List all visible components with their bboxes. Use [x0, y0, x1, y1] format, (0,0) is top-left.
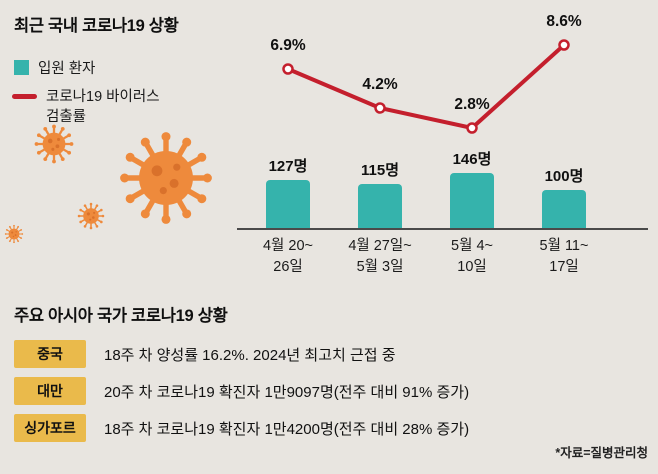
bar-week-4	[542, 190, 586, 228]
line-value-label-1: 6.9%	[270, 37, 306, 54]
x-axis-label-1: 4월 20~ 26일	[262, 238, 314, 275]
bar-week-1	[266, 180, 310, 228]
line-point-1	[282, 63, 294, 75]
x-axis-label-4: 5월 11~ 17일	[539, 238, 589, 275]
country-stat-singapore: 18주 차 코로나19 확진자 1만4200명(전주 대비 28% 증가)	[104, 420, 470, 438]
line-point-2	[374, 102, 386, 114]
line-legend-swatch	[12, 94, 37, 99]
x-axis	[237, 228, 648, 230]
legend-hospitalized-patients: 입원 환자	[14, 57, 95, 78]
x-axis-label-3: 5월 4~ 10일	[451, 238, 493, 275]
line-value-label-3: 2.8%	[454, 96, 490, 113]
asia-section-title: 주요 아시아 국가 코로나19 상황	[14, 307, 228, 325]
asia-row-singapore: 싱가포르 18주 차 코로나19 확진자 1만4200명(전주 대비 28% 증…	[14, 414, 648, 442]
country-badge-singapore: 싱가포르	[14, 414, 86, 442]
bar-value-label-1: 127명	[268, 158, 308, 175]
legend-line-label-line2: 검출률	[46, 109, 87, 125]
bar-legend-swatch	[14, 60, 29, 75]
bar-value-label-2: 115명	[361, 162, 399, 179]
x-axis-label-2: 4월 27일~ 5월 3일	[348, 238, 412, 275]
bar-value-label-3: 146명	[452, 151, 492, 168]
country-stat-taiwan: 20주 차 코로나19 확진자 1만9097명(전주 대비 91% 증가)	[104, 383, 470, 401]
asia-section: 주요 아시아 국가 코로나19 상황 중국 18주 차 양성률 16.2%. 2…	[14, 302, 648, 452]
legend-bar-label: 입원 환자	[38, 61, 96, 77]
page-title: 최근 국내 코로나19 상황	[14, 17, 179, 35]
legend-line-label: 코로나19 바이러스 검출률	[46, 87, 160, 127]
line-point-3	[466, 122, 478, 134]
asia-row-taiwan: 대만 20주 차 코로나19 확진자 1만9097명(전주 대비 91% 증가)	[14, 377, 648, 405]
line-value-label-4: 8.6%	[546, 13, 582, 30]
legend-line-label-line1: 코로나19 바이러스	[46, 89, 160, 105]
country-badge-taiwan: 대만	[14, 377, 86, 405]
data-source-note: *자료=질병관리청	[555, 446, 648, 460]
country-badge-china: 중국	[14, 340, 86, 368]
country-stat-china: 18주 차 양성률 16.2%. 2024년 최고치 근접 중	[104, 346, 396, 364]
legend-detection-rate: 코로나19 바이러스 검출률	[12, 87, 160, 127]
line-value-label-2: 4.2%	[362, 76, 398, 93]
bar-value-label-4: 100명	[544, 168, 584, 185]
bar-week-2	[358, 184, 402, 228]
asia-row-china: 중국 18주 차 양성률 16.2%. 2024년 최고치 근접 중	[14, 340, 648, 368]
bar-week-3	[450, 173, 494, 228]
line-point-4	[558, 39, 570, 51]
